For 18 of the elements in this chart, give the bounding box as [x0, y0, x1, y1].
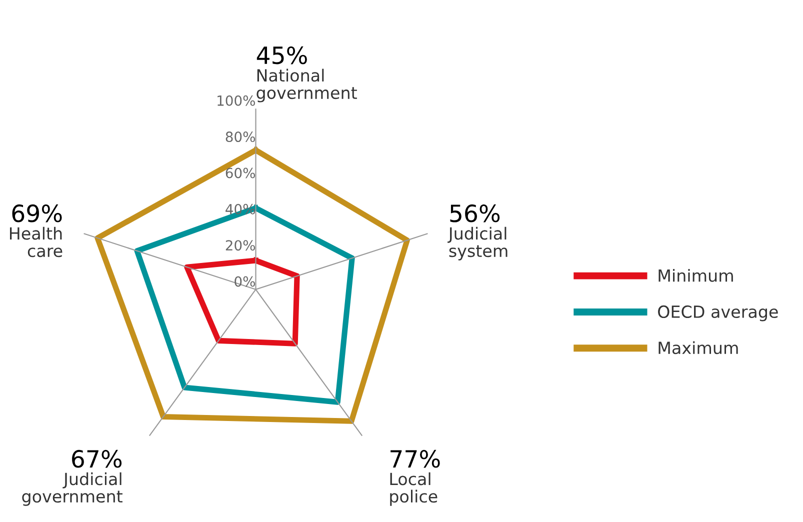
legend-label: OECD average: [658, 305, 778, 322]
spoke-label: Judicial government: [22, 472, 122, 506]
spoke-label: Local police: [390, 472, 438, 506]
y-tick-label: 80%: [226, 132, 255, 142]
spoke-label: Judicial system: [448, 226, 508, 260]
legend-label: Minimum: [658, 269, 733, 282]
spoke-label: Health care: [10, 226, 62, 258]
text: 56%: [450, 204, 500, 222]
text: 77%: [390, 450, 440, 468]
y-tick-label: 0%: [234, 276, 255, 287]
text: 67%: [72, 450, 122, 468]
y-tick-label: 100%: [218, 95, 255, 106]
spoke-label: National government: [256, 68, 357, 102]
text: 45%: [256, 46, 307, 64]
y-tick-label: 20%: [226, 240, 255, 251]
text: 69%: [12, 204, 62, 222]
y-tick-label: 60%: [226, 168, 255, 178]
legend-label: Maximum: [658, 341, 738, 354]
